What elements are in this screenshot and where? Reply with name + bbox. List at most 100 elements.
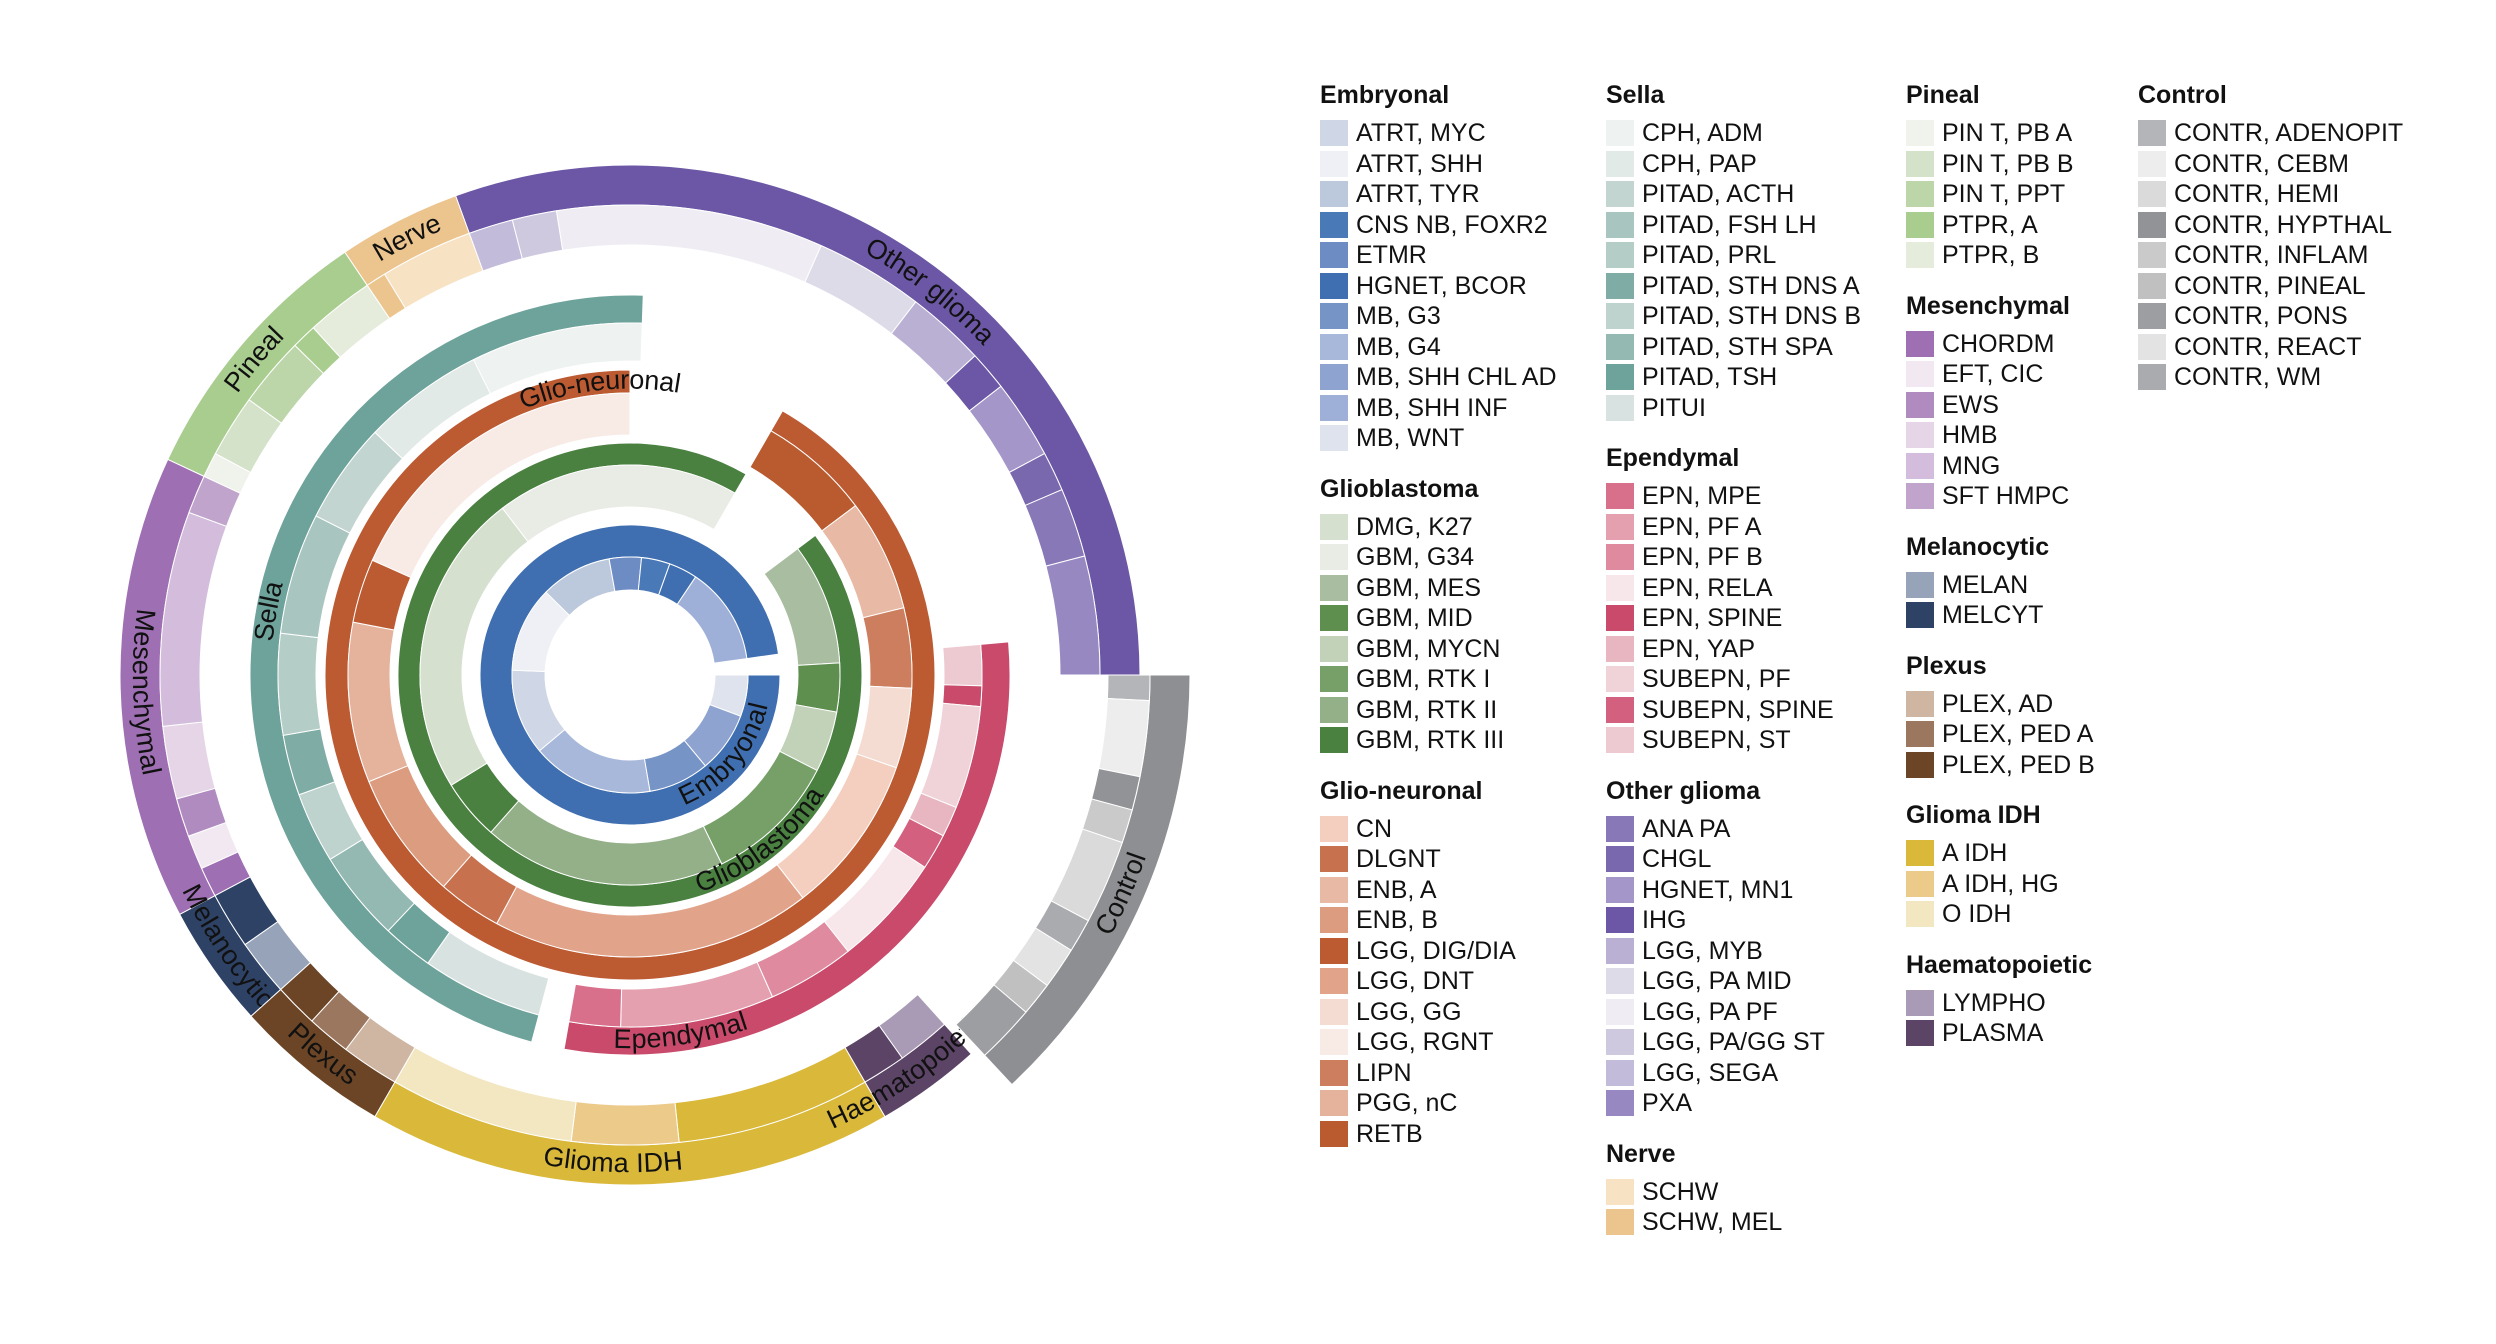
legend-item: PLEX, AD bbox=[1906, 689, 2095, 720]
legend-label: CPH, PAP bbox=[1642, 149, 1757, 178]
legend-swatch bbox=[1606, 242, 1634, 269]
legend-item: CPH, ADM bbox=[1606, 118, 1861, 149]
legend-item: PLEX, PED B bbox=[1906, 750, 2095, 781]
legend-label: CONTR, HEMI bbox=[2174, 180, 2340, 209]
legend-label: PIN T, PB B bbox=[1942, 149, 2074, 178]
legend-swatch bbox=[1320, 907, 1348, 934]
legend-item: CHORDM bbox=[1906, 329, 2095, 360]
legend-label: GBM, RTK III bbox=[1356, 726, 1505, 755]
legend-swatch bbox=[2138, 120, 2166, 147]
legend-label: PITAD, STH DNS B bbox=[1642, 302, 1862, 331]
legend-item: EPN, PF B bbox=[1606, 542, 1861, 573]
legend-group: Other glioma ANA PA CHGL HGNET, MN1 IHG LGG, … bbox=[1606, 776, 1861, 1119]
legend-group: Embryonal ATRT, MYC ATRT, SHH ATRT, TYR CNS … bbox=[1320, 80, 1557, 454]
subtype-segment bbox=[794, 662, 841, 713]
legend-item: GBM, G34 bbox=[1320, 542, 1557, 573]
legend-item: HMB bbox=[1906, 420, 2095, 451]
legend-item: HGNET, BCOR bbox=[1320, 271, 1557, 302]
legend-label: LGG, PA PF bbox=[1642, 997, 1778, 1026]
legend-swatch bbox=[1320, 513, 1348, 540]
legend-swatch bbox=[2138, 333, 2166, 360]
legend-item: CPH, PAP bbox=[1606, 149, 1861, 180]
legend-group-title: Control bbox=[2138, 81, 2227, 109]
legend-item: LGG, PA PF bbox=[1606, 997, 1861, 1028]
legend-swatch bbox=[1320, 696, 1348, 723]
legend-label: GBM, MID bbox=[1356, 604, 1473, 633]
legend-label: CPH, ADM bbox=[1642, 119, 1763, 148]
subtype-segment bbox=[1106, 674, 1151, 702]
legend-swatch bbox=[1906, 422, 1934, 449]
legend-swatch bbox=[1320, 1029, 1348, 1056]
legend-item: GBM, RTK I bbox=[1320, 664, 1557, 695]
legend-item: PITAD, PRL bbox=[1606, 240, 1861, 271]
legend-group-title: Haematopoietic bbox=[1906, 950, 2093, 979]
legend-label: GBM, MYCN bbox=[1356, 634, 1501, 663]
legend-item: HGNET, MN1 bbox=[1606, 875, 1861, 906]
legend-swatch bbox=[1906, 571, 1934, 598]
legend-swatch bbox=[1320, 998, 1348, 1025]
legend-label: PITAD, FSH LH bbox=[1642, 210, 1817, 239]
legend-swatch bbox=[1320, 876, 1348, 903]
legend-label: SUBEPN, ST bbox=[1642, 726, 1791, 755]
legend-label: ENB, A bbox=[1356, 875, 1437, 904]
legend-label: LGG, SEGA bbox=[1642, 1058, 1779, 1087]
subtype-segment bbox=[188, 475, 241, 527]
legend: Embryonal ATRT, MYC ATRT, SHH ATRT, TYR CNS … bbox=[1320, 80, 2480, 1300]
legend-swatch bbox=[1320, 1120, 1348, 1147]
legend-swatch bbox=[1606, 544, 1634, 571]
legend-swatch bbox=[1606, 303, 1634, 330]
legend-group: Sella CPH, ADM CPH, PAP PITAD, ACTH PITAD, F… bbox=[1606, 80, 1861, 423]
legend-swatch bbox=[2138, 242, 2166, 269]
legend-label: EPN, PF A bbox=[1642, 512, 1762, 541]
legend-label: CONTR, PINEAL bbox=[2174, 271, 2366, 300]
legend-item: SUBEPN, PF bbox=[1606, 664, 1861, 695]
legend-swatch bbox=[1606, 968, 1634, 995]
legend-item: PITAD, FSH LH bbox=[1606, 210, 1861, 241]
legend-item: GBM, RTK II bbox=[1320, 695, 1557, 726]
legend-label: PIN T, PB A bbox=[1942, 119, 2073, 148]
legend-label: PXA bbox=[1642, 1089, 1693, 1118]
legend-label: EPN, MPE bbox=[1642, 482, 1762, 511]
legend-group-title: Nerve bbox=[1606, 1139, 1676, 1168]
legend-label: SUBEPN, PF bbox=[1642, 665, 1791, 694]
legend-item: PITAD, TSH bbox=[1606, 362, 1861, 393]
subtype-segment bbox=[280, 962, 340, 1022]
legend-item: MELCYT bbox=[1906, 600, 2095, 631]
legend-swatch bbox=[1320, 544, 1348, 571]
legend-label: LYMPHO bbox=[1942, 988, 2046, 1017]
legend-item: SUBEPN, SPINE bbox=[1606, 695, 1861, 726]
legend-label: GBM, RTK I bbox=[1356, 665, 1491, 694]
legend-label: HGNET, MN1 bbox=[1642, 875, 1794, 904]
legend-label: DLGNT bbox=[1356, 845, 1441, 874]
legend-swatch bbox=[1906, 870, 1934, 897]
legend-label: CONTR, WM bbox=[2174, 363, 2322, 392]
legend-group-title: Sella bbox=[1606, 81, 1665, 109]
subtype-segment bbox=[277, 632, 322, 736]
legend-label: HMB bbox=[1942, 421, 1998, 450]
legend-item: ANA PA bbox=[1606, 814, 1861, 845]
legend-swatch bbox=[1606, 876, 1634, 903]
legend-label: GBM, G34 bbox=[1356, 543, 1475, 572]
legend-swatch bbox=[1320, 120, 1348, 147]
legend-swatch bbox=[1606, 1059, 1634, 1086]
subtype-segment bbox=[1045, 555, 1101, 676]
legend-item: GBM, RTK III bbox=[1320, 725, 1557, 756]
legend-swatch bbox=[1320, 727, 1348, 754]
subtype-segment bbox=[608, 556, 643, 592]
legend-item: ATRT, MYC bbox=[1320, 118, 1557, 149]
legend-label: EPN, PF B bbox=[1642, 543, 1763, 572]
legend-item: IHG bbox=[1606, 905, 1861, 936]
legend-label: A IDH bbox=[1942, 839, 2008, 868]
legend-group: Ependymal EPN, MPE EPN, PF A EPN, PF B EPN, … bbox=[1606, 443, 1861, 756]
legend-swatch bbox=[1320, 666, 1348, 693]
legend-item: CONTR, PINEAL bbox=[2138, 271, 2403, 302]
subtype-segment bbox=[568, 983, 623, 1028]
legend-item: PTPR, A bbox=[1906, 210, 2095, 241]
legend-swatch bbox=[1606, 1090, 1634, 1117]
legend-swatch bbox=[1320, 303, 1348, 330]
legend-label: MB, G3 bbox=[1356, 302, 1441, 331]
legend-swatch bbox=[1606, 727, 1634, 754]
legend-label: PITAD, ACTH bbox=[1642, 180, 1795, 209]
legend-item: LGG, MYB bbox=[1606, 936, 1861, 967]
legend-label: ETMR bbox=[1356, 241, 1427, 270]
